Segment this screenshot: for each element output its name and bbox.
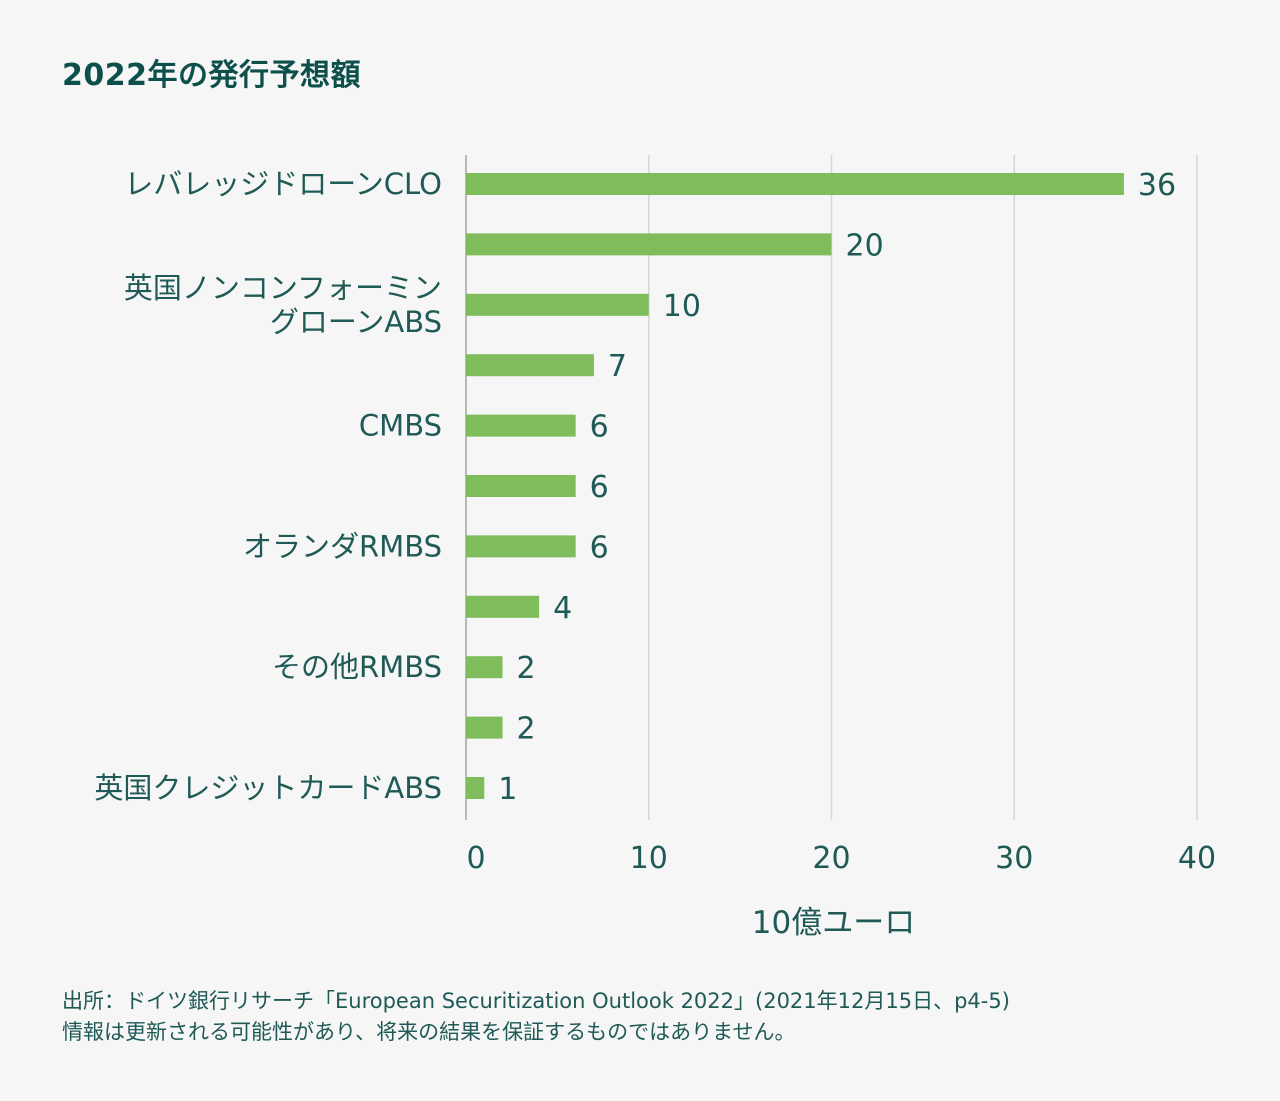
bar-5 xyxy=(466,475,576,497)
value-label-8: 2 xyxy=(517,651,536,686)
bar-chart: 36レバレッジドローンCLO2010英国ノンコンフォーミングローンABS76CM… xyxy=(94,155,1216,941)
bar-6 xyxy=(466,535,576,558)
value-label-10: 1 xyxy=(498,772,517,807)
category-label-4: CMBS xyxy=(359,409,442,443)
bar-0 xyxy=(466,173,1124,195)
bar-1 xyxy=(466,233,832,256)
bar-10 xyxy=(466,777,485,799)
bar-7 xyxy=(466,595,540,618)
bar-2 xyxy=(466,293,649,316)
value-label-4: 6 xyxy=(590,410,609,445)
x-tick-label-4: 40 xyxy=(1178,841,1216,876)
x-tick-label-0: 0 xyxy=(466,841,485,876)
source-note: 出所：ドイツ銀行リサーチ「European Securitization Out… xyxy=(62,989,1010,1013)
x-tick-label-1: 10 xyxy=(630,841,668,876)
bar-4 xyxy=(466,414,576,437)
value-label-9: 2 xyxy=(517,712,536,747)
value-label-6: 6 xyxy=(590,530,609,565)
x-tick-label-3: 30 xyxy=(995,841,1033,876)
bar-8 xyxy=(466,656,503,679)
category-label-0: レバレッジドローンCLO xyxy=(124,167,442,201)
category-label-10: 英国クレジットカードABS xyxy=(94,771,442,805)
category-label-6: オランダRMBS xyxy=(243,529,442,563)
footnote: 出所：ドイツ銀行リサーチ「European Securitization Out… xyxy=(62,986,1010,1048)
value-label-2: 10 xyxy=(663,289,701,324)
value-label-0: 36 xyxy=(1138,168,1176,203)
bar-9 xyxy=(466,716,503,739)
category-label-2-line-0: 英国ノンコンフォーミン xyxy=(124,271,442,305)
value-label-7: 4 xyxy=(553,591,572,626)
value-label-1: 20 xyxy=(846,228,884,263)
chart-title: 2022年の発行予想額 xyxy=(62,58,361,93)
x-tick-label-2: 20 xyxy=(812,841,850,876)
disclaimer-note: 情報は更新される可能性があり、将来の結果を保証するものではありません。 xyxy=(62,1020,796,1044)
category-label-8: その他RMBS xyxy=(272,650,442,684)
x-axis-label: 10億ユーロ xyxy=(752,905,915,941)
bar-3 xyxy=(466,354,594,377)
value-label-5: 6 xyxy=(590,470,609,505)
category-label-2-line-1: グローンABS xyxy=(270,305,442,339)
value-label-3: 7 xyxy=(608,349,627,384)
